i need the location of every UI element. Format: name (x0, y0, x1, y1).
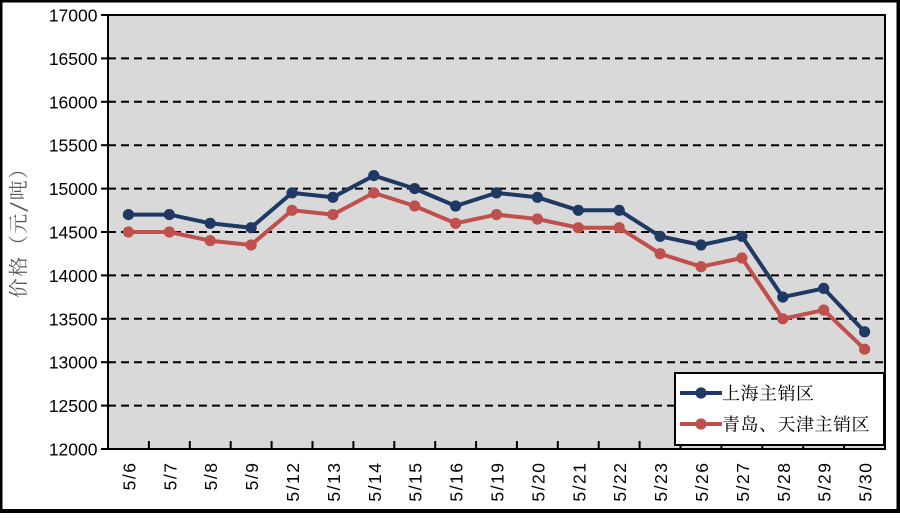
svg-text:5/12: 5/12 (283, 462, 303, 502)
svg-text:16500: 16500 (49, 49, 98, 69)
svg-text:5/19: 5/19 (488, 462, 508, 502)
svg-text:5/28: 5/28 (774, 462, 794, 502)
svg-text:5/26: 5/26 (692, 462, 712, 502)
svg-text:15500: 15500 (49, 136, 98, 156)
svg-text:5/9: 5/9 (242, 462, 262, 491)
svg-text:5/22: 5/22 (610, 462, 630, 502)
svg-text:5/30: 5/30 (856, 462, 876, 502)
svg-text:5/8: 5/8 (201, 462, 221, 491)
svg-text:5/20: 5/20 (528, 462, 548, 502)
svg-text:14000: 14000 (49, 266, 98, 286)
svg-text:5/21: 5/21 (569, 462, 589, 502)
svg-text:14500: 14500 (49, 223, 98, 243)
svg-text:16000: 16000 (49, 92, 98, 112)
svg-text:5/13: 5/13 (324, 462, 344, 502)
svg-text:5/27: 5/27 (733, 462, 753, 502)
svg-text:5/6: 5/6 (119, 462, 139, 491)
svg-text:17000: 17000 (49, 6, 98, 26)
svg-text:5/29: 5/29 (815, 462, 835, 502)
svg-text:15000: 15000 (49, 179, 98, 199)
svg-text:5/7: 5/7 (160, 462, 180, 491)
svg-text:13000: 13000 (49, 353, 98, 373)
svg-text:12000: 12000 (49, 440, 98, 460)
svg-text:5/15: 5/15 (406, 462, 426, 502)
svg-text:13500: 13500 (49, 309, 98, 329)
svg-text:5/14: 5/14 (365, 462, 385, 502)
svg-text:5/23: 5/23 (651, 462, 671, 502)
svg-text:5/16: 5/16 (447, 462, 467, 502)
svg-text:12500: 12500 (49, 396, 98, 416)
